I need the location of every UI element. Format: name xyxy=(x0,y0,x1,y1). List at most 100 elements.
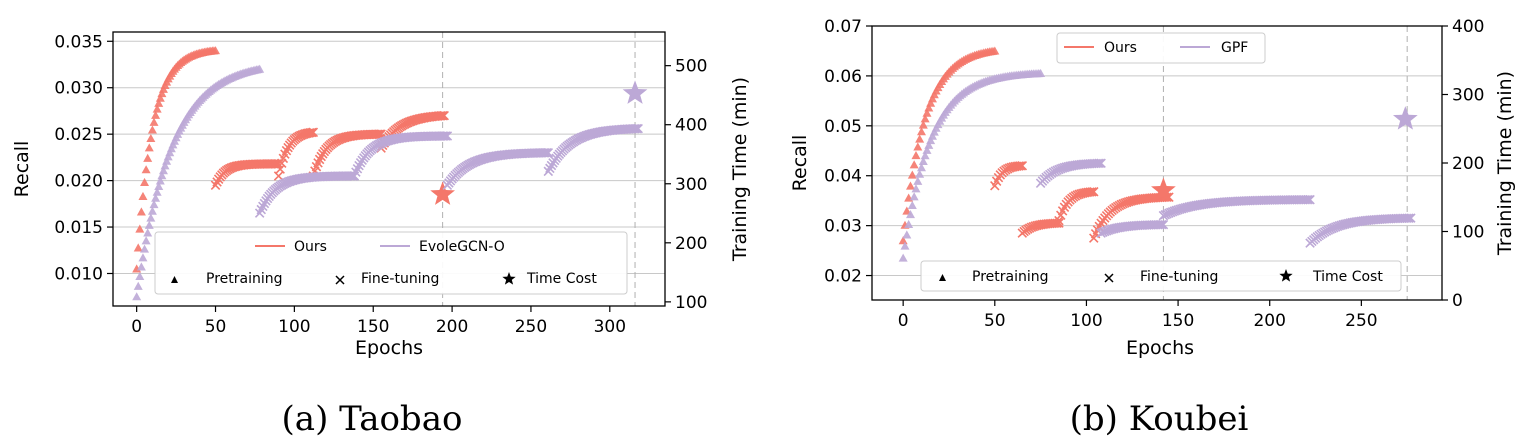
panel-taobao: 0 50 100 150 200 250 300 0.0100.0150.0200.0250… xyxy=(11,31,751,439)
legend-label-pretraining: Pretraining xyxy=(972,269,1049,285)
finetuning-point xyxy=(1015,161,1026,171)
finetuning-point xyxy=(630,123,640,134)
finetuning-point xyxy=(1087,187,1097,197)
legend-box xyxy=(920,260,1402,292)
pretraining-point xyxy=(140,177,150,186)
pretraining-point xyxy=(913,176,923,185)
y2-tick-label: 300 xyxy=(675,175,707,195)
time-cost-vlines xyxy=(442,32,636,306)
pretraining-point xyxy=(154,181,164,190)
pretraining-point xyxy=(155,176,165,185)
pretraining-point xyxy=(163,152,173,161)
pretraining-point xyxy=(909,192,919,201)
finetuning-point xyxy=(373,129,383,139)
finetuning-point xyxy=(633,123,643,134)
pretraining-point xyxy=(907,200,917,209)
y-tick-label: 0.02 xyxy=(824,267,862,287)
finetuning-point xyxy=(1158,219,1169,230)
pretraining-point xyxy=(144,143,154,152)
finetuning-point xyxy=(1085,187,1095,197)
y2-tick-label: 200 xyxy=(1452,154,1484,174)
pretraining-point xyxy=(920,114,930,123)
x-tick-label: 50 xyxy=(984,311,1006,331)
pretraining-point xyxy=(916,163,926,172)
y-tick-label: 0.04 xyxy=(824,167,862,187)
pretraining-point xyxy=(922,108,932,117)
y-tick-label: 0.07 xyxy=(824,17,862,37)
finetuning-point xyxy=(541,148,552,158)
finetuning-point xyxy=(1054,215,1064,226)
y2-tick-label: 400 xyxy=(675,116,707,136)
pretraining-point xyxy=(135,271,145,280)
pretraining-point xyxy=(902,230,912,239)
finetuning-point xyxy=(1156,219,1167,230)
time-cost-star xyxy=(622,80,648,104)
finetuning-point xyxy=(275,164,285,174)
data-points xyxy=(898,46,1418,262)
legend-label-finetuning: Fine-tuning xyxy=(361,271,439,287)
y2-tick-label: 400 xyxy=(1452,17,1484,37)
pretraining-point xyxy=(915,134,925,143)
finetuning-point xyxy=(631,123,642,134)
y-tick-label: 0.020 xyxy=(54,172,103,192)
finetuning-point xyxy=(308,127,319,138)
legend-box xyxy=(1056,32,1266,64)
pretraining-marker-icon xyxy=(171,276,178,283)
pretraining-point xyxy=(141,236,151,245)
y2-tick-label: 100 xyxy=(1452,223,1484,243)
x-tick-label: 100 xyxy=(1070,311,1102,331)
legend-label-timecost: Time Cost xyxy=(1312,269,1383,285)
pretraining-point xyxy=(927,94,937,103)
finetuning-point xyxy=(1092,158,1103,169)
y2-tick-label: 500 xyxy=(675,57,707,77)
y2-axis-ticks: 0 100 200 300 400 xyxy=(1442,17,1484,311)
y-tick-label: 0.025 xyxy=(54,125,103,145)
legend-label-baseline: GPF xyxy=(1221,40,1248,56)
x-tick-label: 200 xyxy=(1253,311,1285,331)
finetuning-point xyxy=(439,131,449,141)
x-tick-label: 150 xyxy=(357,317,389,337)
pretraining-point xyxy=(136,262,146,271)
pretraining-point xyxy=(152,187,162,196)
pretraining-point xyxy=(909,160,919,169)
y-axis-ticks: 0.02 0.03 0.04 0.05 0.06 0.07 xyxy=(824,17,872,287)
legend-series: Ours GPF xyxy=(1056,32,1266,64)
x-tick-label: 300 xyxy=(594,317,626,337)
y-tick-label: 0.035 xyxy=(54,32,103,52)
legend-label-timecost: Time Cost xyxy=(526,271,597,287)
y-axis-ticks: 0.010 0.015 0.020 0.025 0.030 0.035 xyxy=(54,32,113,284)
pretraining-point xyxy=(140,244,150,253)
pretraining-point xyxy=(143,153,153,162)
pretraining-point xyxy=(911,150,921,160)
legend-label-baseline: EvoleGCN-O xyxy=(419,239,505,255)
finetuning-marker-icon xyxy=(335,275,345,285)
finetuning-point xyxy=(441,131,451,141)
y-tick-label: 0.030 xyxy=(54,79,103,99)
pretraining-point xyxy=(255,64,265,73)
x-tick-label: 250 xyxy=(515,317,547,337)
y-tick-label: 0.010 xyxy=(54,264,103,284)
finetuning-point xyxy=(1406,213,1416,223)
legend-label-ours: Ours xyxy=(294,239,327,255)
finetuning-point xyxy=(1089,186,1099,197)
pretraining-point xyxy=(905,210,915,219)
x-axis-ticks: 0 50 100 150 200 250 300 xyxy=(131,306,626,337)
pretraining-point xyxy=(927,131,937,140)
pretraining-point xyxy=(157,171,167,180)
finetuning-point xyxy=(306,127,317,138)
pretraining-point xyxy=(154,98,164,107)
x-tick-label: 150 xyxy=(1162,311,1194,331)
plot-frame xyxy=(112,31,666,307)
x-axis-label: Epochs xyxy=(355,337,423,359)
finetuning-point xyxy=(1096,158,1106,169)
y-axis-label: Recall xyxy=(11,141,33,198)
pretraining-point xyxy=(905,181,915,190)
pretraining-point xyxy=(990,46,1000,55)
pretraining-point xyxy=(155,93,165,102)
x-tick-label: 100 xyxy=(278,317,310,337)
pretraining-point xyxy=(915,169,925,178)
timecost-marker-icon xyxy=(1279,269,1293,282)
finetuning-point xyxy=(442,131,453,141)
x-tick-label: 200 xyxy=(436,317,468,337)
